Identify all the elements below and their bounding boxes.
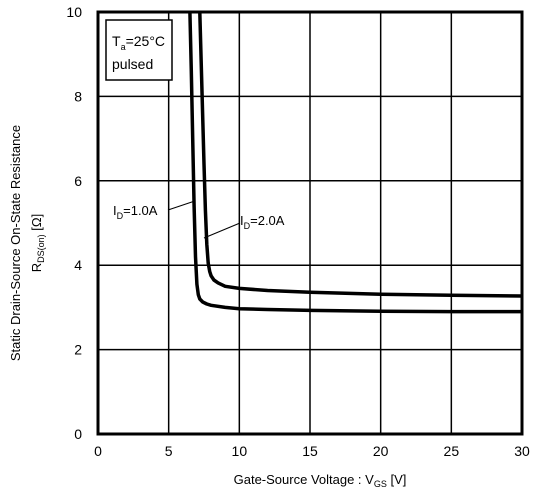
y-tick-label: 2 — [74, 342, 82, 358]
y-axis-label: Static Drain-Source On-State Resistance … — [8, 125, 46, 361]
condition-pulsed: pulsed — [112, 56, 153, 72]
x-tick-label: 10 — [232, 443, 248, 459]
condition-temp-sub: a — [121, 42, 126, 52]
x-tick-label: 25 — [444, 443, 460, 459]
x-tick-label: 30 — [514, 443, 530, 459]
series-label-leader-2a — [203, 222, 241, 239]
y-axis-label-symbol: R — [29, 263, 44, 272]
y-axis-label-sub: DS(on) — [36, 234, 46, 263]
series-label-leader-1a — [167, 200, 195, 211]
x-tick-label: 0 — [94, 443, 102, 459]
condition-box: Ta=25°C pulsed — [105, 19, 173, 81]
series-label-2a-main: I — [240, 213, 244, 228]
plot-frame — [96, 10, 524, 436]
series-label-1a-sub: D — [117, 211, 124, 221]
tick-labels: 0 5 10 15 20 25 30 0 2 4 6 8 10 — [66, 4, 530, 459]
y-tick-label: 4 — [74, 257, 82, 273]
y-axis-label-line2: RDS(on) [Ω] — [29, 214, 46, 272]
series-label-2a-rest: =2.0A — [250, 213, 285, 228]
series-label-1a-main: I — [113, 203, 117, 218]
x-tick-label: 15 — [302, 443, 318, 459]
y-axis-label-unit: [Ω] — [29, 214, 44, 235]
y-tick-label: 6 — [74, 173, 82, 189]
condition-temperature: Ta=25°C — [112, 33, 165, 52]
series-layer — [188, 11, 523, 314]
condition-temp-value: =25°C — [126, 33, 165, 49]
series-label-1a-rest: =1.0A — [123, 203, 158, 218]
x-axis-label-sub: GS — [374, 479, 387, 489]
y-tick-label: 10 — [66, 4, 82, 20]
x-tick-label: 5 — [165, 443, 173, 459]
series-label-2a-sub: D — [244, 221, 251, 231]
y-tick-label: 8 — [74, 88, 82, 104]
y-axis-label-line1: Static Drain-Source On-State Resistance — [8, 125, 23, 361]
series-line-2 — [198, 11, 523, 298]
x-axis-label: Gate-Source Voltage : VGS [V] — [234, 472, 407, 489]
x-axis-label-unit: [V] — [387, 472, 407, 487]
condition-box-border — [105, 19, 173, 81]
x-axis-label-main: Gate-Source Voltage : V — [234, 472, 375, 487]
y-tick-label: 0 — [74, 426, 82, 442]
series-label-2a: ID=2.0A — [240, 213, 285, 231]
series-label-1a: ID=1.0A — [113, 203, 158, 221]
grid-lines — [98, 12, 522, 434]
x-tick-label: 20 — [373, 443, 389, 459]
series-line-1 — [188, 11, 522, 314]
condition-temp-symbol: T — [112, 33, 121, 49]
